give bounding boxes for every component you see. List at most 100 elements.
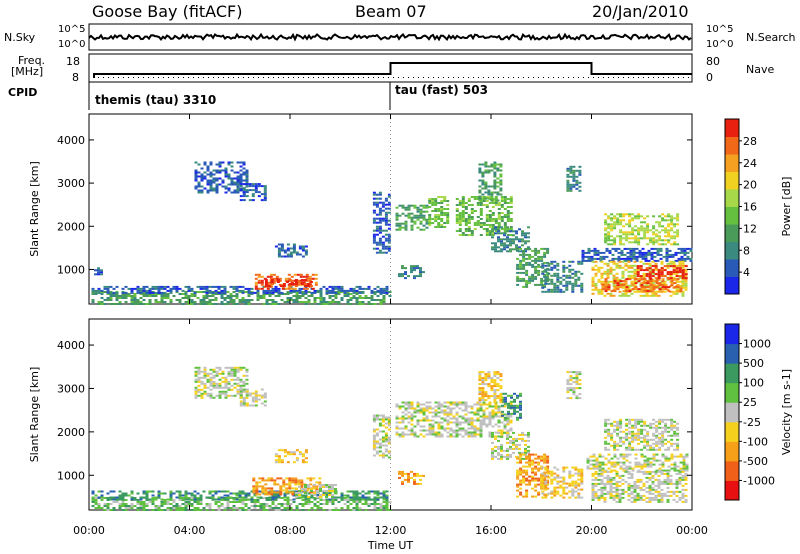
velocity-cell <box>279 493 283 496</box>
velocity-cell <box>452 401 456 404</box>
power-cell <box>286 253 290 256</box>
nave-dot <box>348 77 349 78</box>
velocity-cell <box>283 455 287 458</box>
velocity-cell <box>232 501 236 503</box>
power-cell <box>194 171 198 174</box>
velocity-cell <box>494 445 497 448</box>
velocity-cell <box>519 412 522 415</box>
power-cell <box>142 293 146 295</box>
power-cell <box>574 270 578 273</box>
velocity-cell <box>121 496 125 499</box>
nave-dot <box>103 77 104 78</box>
power-cell <box>250 293 254 295</box>
power-cell <box>516 263 520 266</box>
velocity-cell <box>519 491 523 494</box>
power-cell <box>235 293 239 295</box>
power-cell <box>375 247 379 250</box>
power-cell <box>578 181 582 184</box>
power-cell <box>292 243 296 246</box>
power-cell <box>458 222 462 224</box>
power-cell <box>413 220 417 223</box>
power-cell <box>616 223 620 226</box>
velocity-cell <box>428 411 432 414</box>
power-cell <box>522 257 526 260</box>
power-cell <box>657 275 661 278</box>
velocity-cell <box>470 427 474 430</box>
power-cell <box>654 284 658 287</box>
power-cell <box>292 295 296 297</box>
power-cell <box>627 264 631 267</box>
velocity-cell <box>337 509 341 511</box>
power-cell <box>437 222 441 224</box>
velocity-cell <box>434 411 438 414</box>
power-cell <box>224 169 228 172</box>
power-cell <box>675 267 679 270</box>
power-cell <box>494 232 497 235</box>
power-cell <box>654 262 658 265</box>
power-cell <box>355 289 359 292</box>
power-cell <box>416 216 420 219</box>
power-cell <box>197 183 201 186</box>
velocity-cell <box>598 461 602 464</box>
velocity-cell <box>512 431 515 434</box>
power-cell <box>566 169 570 172</box>
velocity-cell <box>241 499 245 501</box>
velocity-cell <box>283 494 287 497</box>
power-cell <box>297 281 301 283</box>
velocity-cell <box>422 403 426 406</box>
power-cell <box>157 285 161 288</box>
velocity-cell <box>205 503 209 505</box>
power-cell <box>440 212 444 214</box>
power-cell <box>619 229 623 232</box>
power-cell <box>209 163 213 166</box>
velocity-cell <box>184 503 188 505</box>
power-cell <box>479 218 483 220</box>
velocity-cell <box>531 453 535 456</box>
power-cell <box>562 274 566 277</box>
velocity-cell <box>226 490 230 493</box>
velocity-cell <box>491 451 494 454</box>
power-cell <box>100 289 104 292</box>
power-cell <box>568 276 572 279</box>
velocity-cell <box>413 431 417 434</box>
power-cell <box>516 283 520 286</box>
power-cell <box>256 289 260 292</box>
velocity-cell <box>381 424 385 427</box>
power-cell <box>488 196 492 198</box>
power-cell <box>254 285 258 288</box>
power-cell <box>407 206 411 209</box>
velocity-cell <box>270 487 274 490</box>
velocity-cell <box>283 507 287 509</box>
power-cell <box>607 286 611 289</box>
velocity-cell <box>200 396 204 399</box>
power-cell <box>580 284 584 287</box>
power-cell <box>280 299 284 301</box>
velocity-cell <box>355 509 359 511</box>
power-cell <box>437 214 441 216</box>
power-cell <box>244 287 248 290</box>
velocity-cell <box>194 390 198 393</box>
power-cell <box>262 303 266 305</box>
power-cell <box>604 241 608 244</box>
velocity-cell <box>151 501 155 503</box>
power-cell <box>221 179 225 182</box>
power-cell <box>637 239 641 242</box>
velocity-cell <box>562 486 566 489</box>
power-cell <box>677 247 681 250</box>
power-cell <box>684 270 688 273</box>
velocity-cell <box>118 490 122 493</box>
power-cell <box>283 255 287 258</box>
power-cell <box>455 218 459 220</box>
velocity-cell <box>384 432 388 435</box>
power-cell <box>637 241 641 244</box>
power-cell <box>655 233 659 236</box>
power-cell <box>401 267 404 270</box>
velocity-cell <box>437 403 441 406</box>
power-cell <box>689 257 693 260</box>
velocity-cell <box>230 368 234 371</box>
power-cell <box>650 247 654 250</box>
power-cell <box>206 183 210 186</box>
velocity-cell <box>224 394 228 397</box>
power-cell <box>600 260 604 263</box>
velocity-cell <box>328 501 332 503</box>
